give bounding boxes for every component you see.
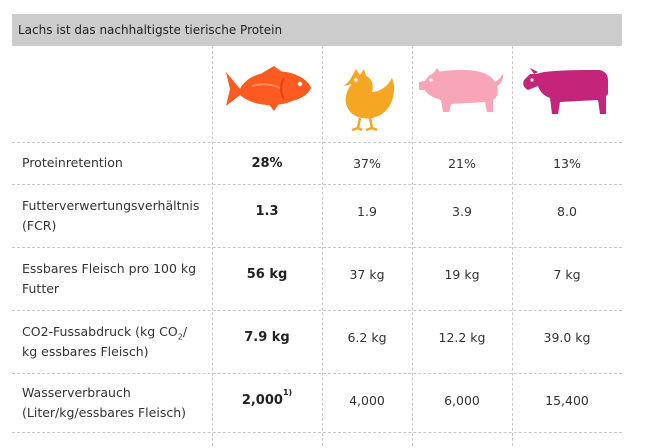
row-divider [12,432,622,433]
salmon-value-wasserverbrauch-number: 2,000 [241,393,283,408]
chicken-value-essbares-fleisch: 37 kg [349,267,385,282]
pig-value-fcr: 3.9 [452,204,472,219]
row-divider [12,310,622,311]
chicken-icon [344,69,395,132]
row-label-essbares-fleisch: Essbares Fleisch pro 100 kg Futter [12,249,212,309]
row-label-fcr-line1: Futterverwertungsverhältnis [22,198,200,213]
chicken-value-proteinretention: 37% [353,155,381,171]
pig-value-wasserverbrauch: 6,000 [444,393,480,408]
row-label-co2-line2: kg essbares Fleisch) [22,344,149,359]
salmon-value-fcr: 1.3 [255,204,279,219]
cow-value-essbares-fleisch: 7 kg [553,267,581,282]
row-label-co2: CO2-Fussabdruck (kg CO2/ kg essbares Flei… [12,312,212,372]
salmon-value-essbares-fleisch: 56 kg [246,267,288,282]
column-divider [412,46,413,446]
row-divider [12,373,622,374]
cow-value-co2: 39.0 kg [543,330,591,345]
cow-value-proteinretention: 13% [553,155,581,171]
cow-value-wasserverbrauch: 15,400 [545,393,589,408]
row-label-essbares-fleisch-line1: Essbares Fleisch pro 100 kg [22,261,197,276]
pig-value-proteinretention: 21% [448,155,476,171]
co2-subscript: 2 [177,332,183,342]
pig-icon [419,68,504,112]
cow-icon [523,68,608,114]
salmon-value-proteinretention: 28% [251,155,283,171]
chicken-value-wasserverbrauch: 4,000 [349,393,385,408]
row-divider [12,247,622,248]
row-label-proteinretention: Proteinretention [22,155,123,170]
salmon-value-wasserverbrauch: 2,000 1) [241,388,293,409]
row-divider [12,184,622,185]
table-title: Lachs ist das nachhaltigste tierische Pr… [12,14,622,46]
row-label-co2-line1: CO2-Fussabdruck (kg CO [22,324,178,339]
salmon-icon [226,66,311,111]
row-label-wasserverbrauch: Wasserverbrauch (Liter/kg/essbares Fleisc… [12,375,212,431]
chicken-value-fcr: 1.9 [357,204,377,219]
column-divider [512,46,513,446]
chicken-value-co2: 6.2 kg [347,330,387,345]
row-label-fcr-line2: (FCR) [22,218,57,233]
row-label-essbares-fleisch-line2: Futter [22,281,60,296]
column-divider [212,46,213,446]
cow-value-fcr: 8.0 [557,204,577,219]
pig-value-essbares-fleisch: 19 kg [444,267,480,282]
column-divider [322,46,323,446]
row-divider [12,142,622,143]
salmon-value-co2: 7.9 kg [244,330,290,345]
row-label-co2-slash: / [182,324,188,339]
row-label-wasserverbrauch-line2: (Liter/kg/essbares Fleisch) [22,405,187,420]
row-label-fcr: Futterverwertungsverhältnis (FCR) [12,186,212,246]
row-label-wasserverbrauch-line1: Wasserverbrauch [22,385,131,400]
pig-value-co2: 12.2 kg [438,330,486,345]
